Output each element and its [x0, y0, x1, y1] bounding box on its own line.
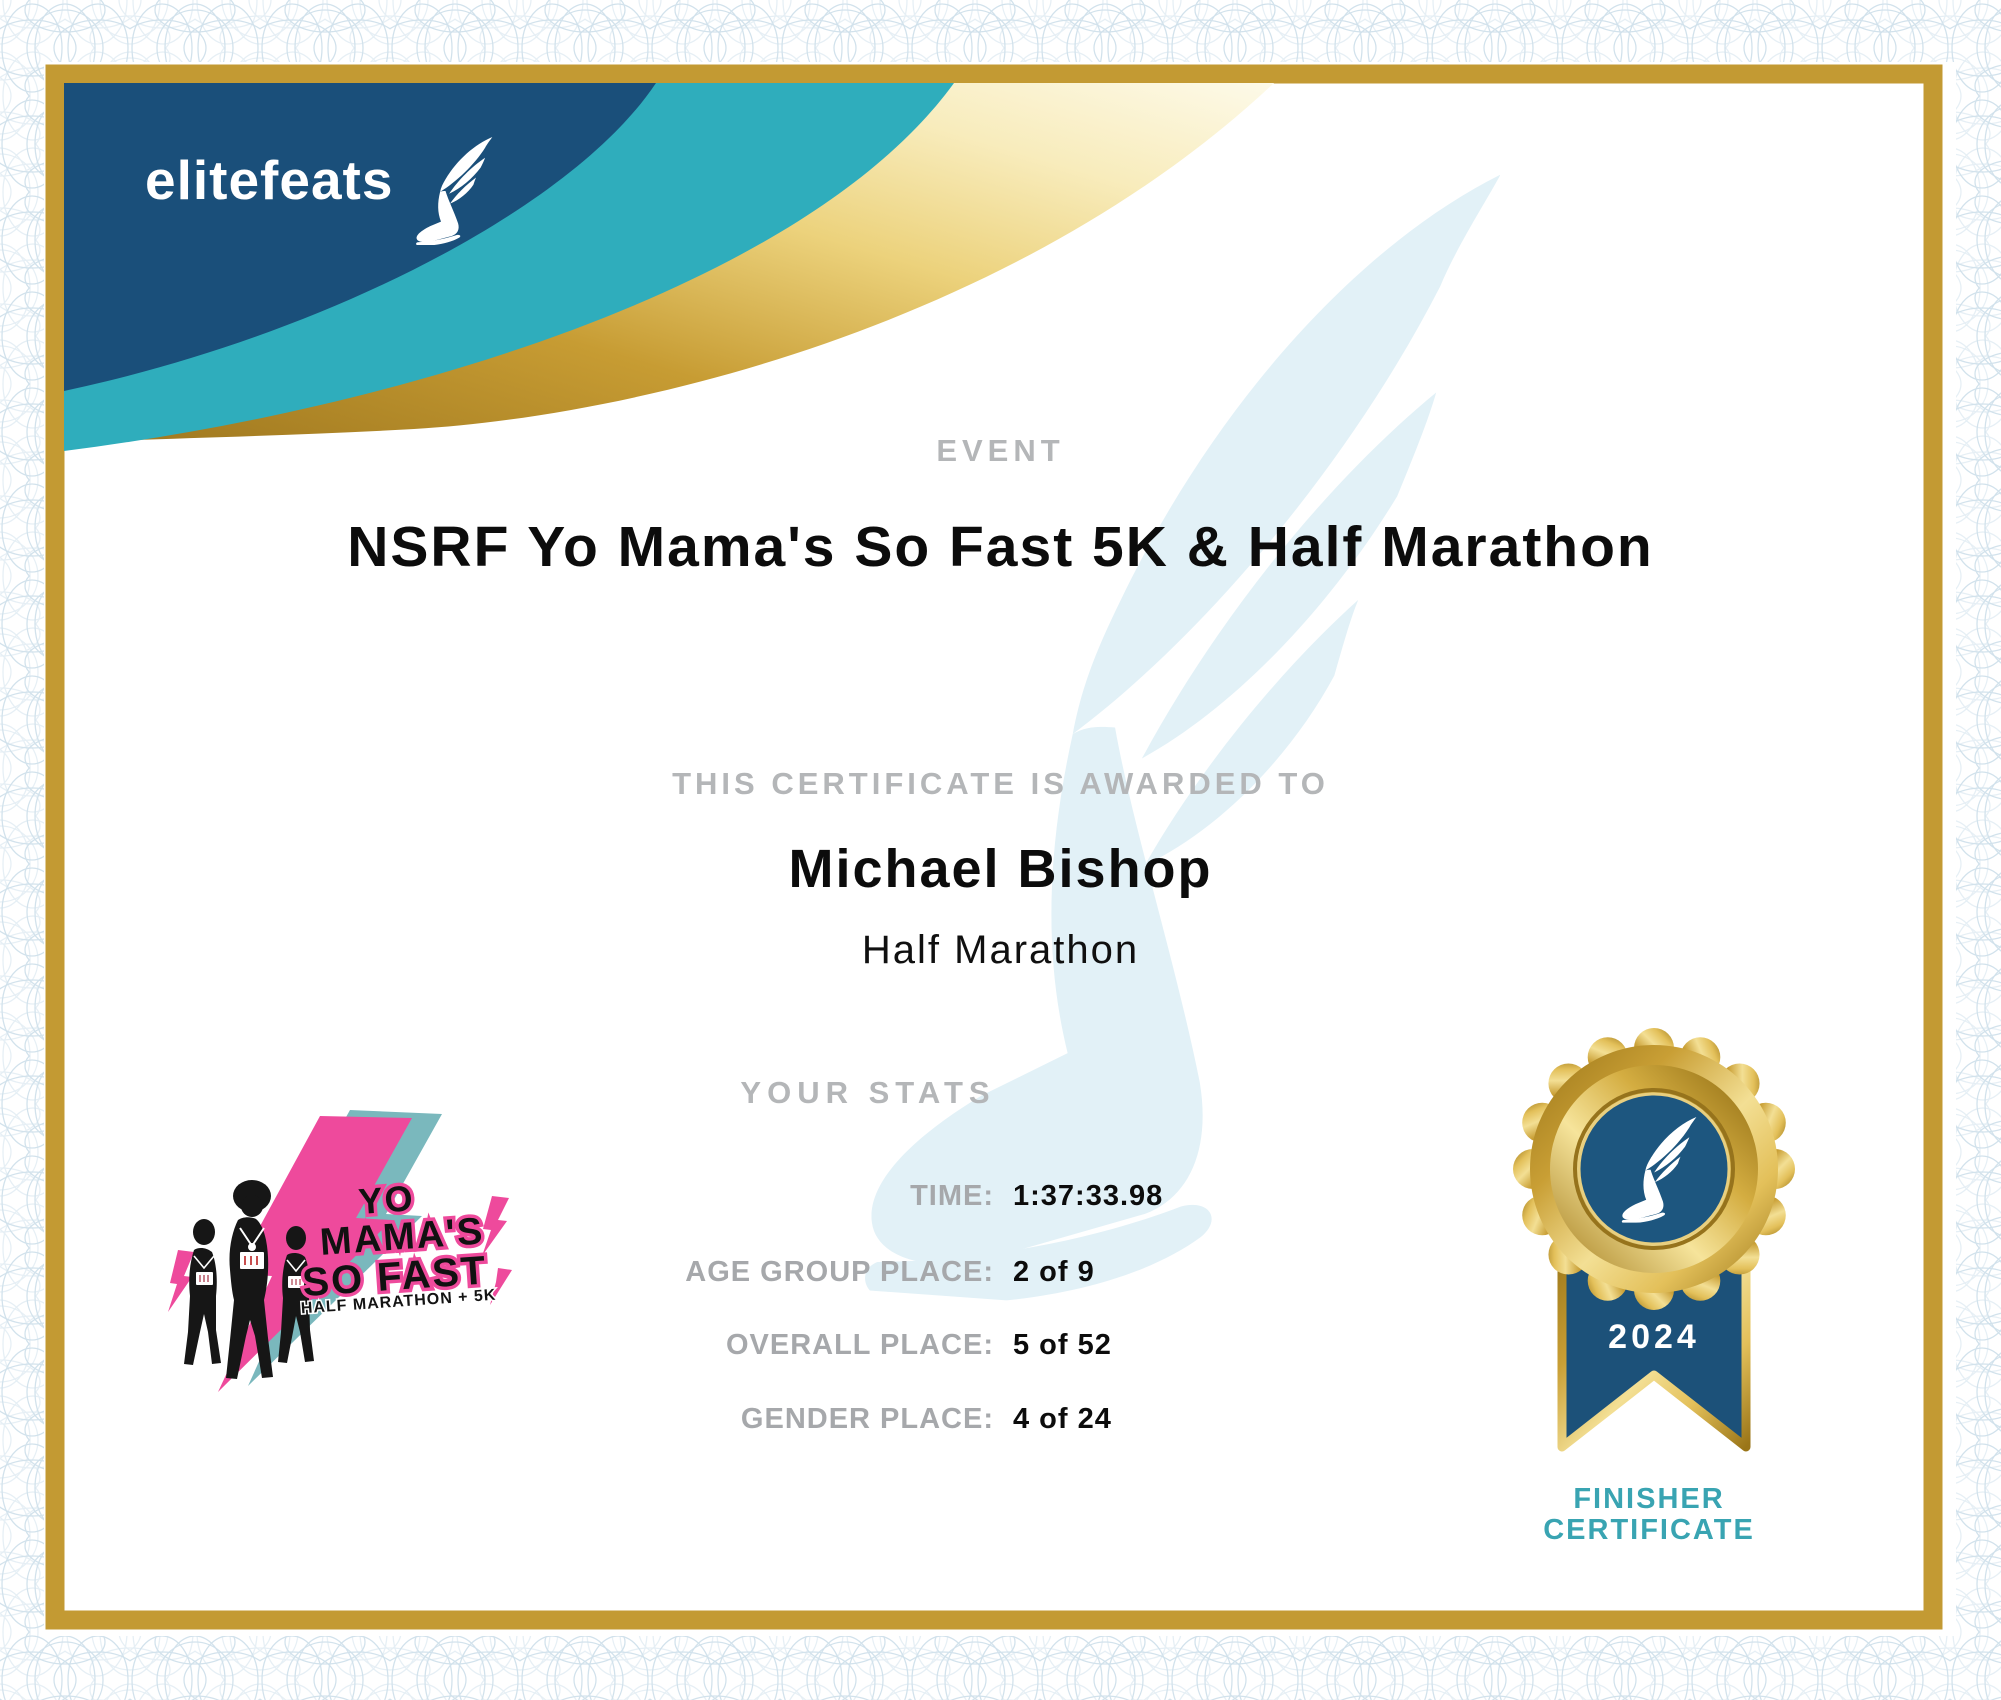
brand-logo-text: elitefeats [145, 149, 394, 211]
medal [248, 1243, 256, 1251]
finisher-caption-line1: FINISHER [1573, 1483, 1725, 1515]
stat-row-age-group-place: AGE GROUP PLACE: 2 of 9 [0, 1256, 2001, 1296]
event-logo: YO MAMA'S SO FAST HALF MARATHON + 5K [168, 1110, 512, 1392]
stat-label: AGE GROUP PLACE: [685, 1256, 994, 1288]
lightning-accent [490, 1268, 512, 1305]
logo-word-yo: YO [357, 1177, 416, 1222]
medal-chain [193, 1255, 215, 1270]
lightning-bolt-pink [218, 1116, 412, 1392]
lightning-accent [482, 1196, 509, 1256]
medal-center [1577, 1092, 1731, 1246]
race-distance: Half Marathon [861, 928, 1140, 972]
brand-winged-foot-icon [405, 133, 495, 249]
medal-chain [286, 1259, 306, 1273]
gold-frame [45, 64, 1943, 1630]
stat-label: TIME: [910, 1180, 994, 1212]
runner-silhouette [184, 1219, 221, 1365]
race-bib [240, 1252, 264, 1269]
header-curves [64, 83, 1274, 451]
lightning-accent [168, 1250, 194, 1312]
awarded-to-label: THIS CERTIFICATE IS AWARDED TO [672, 766, 1329, 801]
stat-row-gender-place: GENDER PLACE: 4 of 24 [0, 1403, 2001, 1443]
stat-value: 2 of 9 [1013, 1256, 1095, 1288]
your-stats-heading: YOUR STATS [740, 1075, 996, 1110]
finisher-medal: 2024 [1513, 1028, 1795, 1452]
medal-rosette [1513, 1028, 1795, 1310]
stat-row-time: TIME: 1:37:33.98 [0, 1180, 2001, 1220]
finisher-caption-line2: CERTIFICATE [1543, 1514, 1755, 1546]
medal-year: 2024 [1608, 1318, 1700, 1356]
event-section-label: EVENT [936, 433, 1065, 468]
stat-label: GENDER PLACE: [740, 1403, 994, 1435]
stat-row-overall-place: OVERALL PLACE: 5 of 52 [0, 1329, 2001, 1369]
stat-value: 4 of 24 [1013, 1403, 1112, 1435]
stat-label: OVERALL PLACE: [725, 1329, 994, 1361]
runner-silhouette [278, 1226, 314, 1363]
stat-value: 5 of 52 [1013, 1329, 1112, 1361]
navy-curve [64, 83, 656, 391]
recipient-name: Michael Bishop [788, 839, 1213, 899]
event-title: NSRF Yo Mama's So Fast 5K & Half Maratho… [347, 515, 1654, 579]
stat-value: 1:37:33.98 [1013, 1180, 1164, 1212]
